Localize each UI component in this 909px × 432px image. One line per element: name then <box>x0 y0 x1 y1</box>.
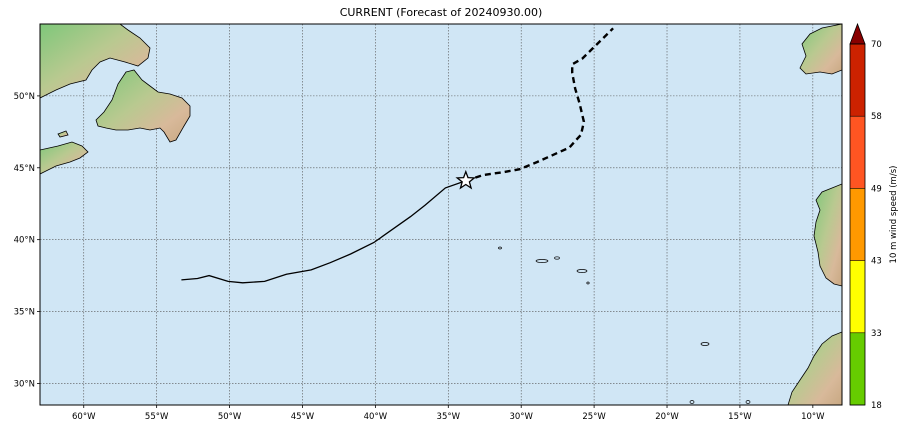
land-ireland <box>799 24 842 75</box>
land-iberia <box>813 183 842 287</box>
lon-tick-label: 45°W <box>291 412 315 422</box>
islands <box>498 246 751 404</box>
lon-tick-label: 60°W <box>72 412 96 422</box>
lon-tick-label: 30°W <box>509 412 533 422</box>
longitude-axis: 60°W 55°W 50°W 45°W 40°W 35°W 30°W 25°W 20°W 15°W… <box>72 405 825 422</box>
colorbar: 18 33 43 49 58 70 10 m wind speed (m/s) <box>849 22 899 411</box>
land-island-ns <box>57 130 69 138</box>
colorbar-tick-label: 49 <box>871 184 882 194</box>
island-azores-1 <box>498 246 502 250</box>
land-north-america <box>40 24 151 99</box>
lon-tick-label: 50°W <box>218 412 242 422</box>
lat-tick-label: 50°N <box>14 92 35 102</box>
ocean-background <box>40 24 842 405</box>
graticule <box>40 24 842 405</box>
colorbar-tick-label: 33 <box>871 329 882 339</box>
lon-tick-label: 10°W <box>801 412 825 422</box>
land-newfoundland <box>95 69 191 143</box>
lon-tick-label: 25°W <box>582 412 606 422</box>
island-azores-3 <box>554 256 560 260</box>
colorbar-segment <box>850 44 865 117</box>
lon-tick-label: 20°W <box>655 412 679 422</box>
colorbar-segment <box>850 188 865 261</box>
colorbar-segment <box>850 116 865 189</box>
island-azores-4 <box>576 269 588 273</box>
island-azores-5 <box>586 281 590 285</box>
latitude-axis: 30°N 35°N 40°N 45°N 50°N <box>14 92 40 389</box>
lat-tick-label: 35°N <box>14 308 35 318</box>
colorbar-segment <box>850 260 865 333</box>
map-frame <box>39 23 843 406</box>
map-title: CURRENT (Forecast of 20240930.00) <box>339 6 543 19</box>
colorbar-tick-label: 58 <box>871 112 882 122</box>
island-canary-2 <box>745 400 751 404</box>
colorbar-label: 10 m wind speed (m/s) <box>889 166 899 264</box>
colorbar-tick-label: 70 <box>871 40 882 50</box>
colorbar-tick-label: 43 <box>871 257 882 267</box>
island-madeira <box>700 342 710 346</box>
lat-tick-label: 30°N <box>14 379 35 389</box>
island-azores-2 <box>535 259 549 263</box>
land-masses <box>40 24 842 405</box>
island-canary-1 <box>689 400 695 404</box>
lat-tick-label: 45°N <box>14 164 35 174</box>
colorbar-segment <box>850 332 865 405</box>
colorbar-tick-label: 18 <box>871 401 882 411</box>
lon-tick-label: 40°W <box>364 412 388 422</box>
track-forecast-line <box>465 27 614 182</box>
lon-tick-label: 15°W <box>728 412 752 422</box>
land-africa <box>787 331 842 405</box>
lon-tick-label: 55°W <box>145 412 169 422</box>
current-position-star-icon <box>455 169 477 190</box>
lat-tick-label: 40°N <box>14 236 35 246</box>
storm-track <box>181 27 614 284</box>
colorbar-extend-arrow <box>849 22 866 45</box>
lon-tick-label: 35°W <box>437 412 461 422</box>
land-nova-scotia <box>40 141 89 175</box>
track-past-line <box>181 180 467 284</box>
